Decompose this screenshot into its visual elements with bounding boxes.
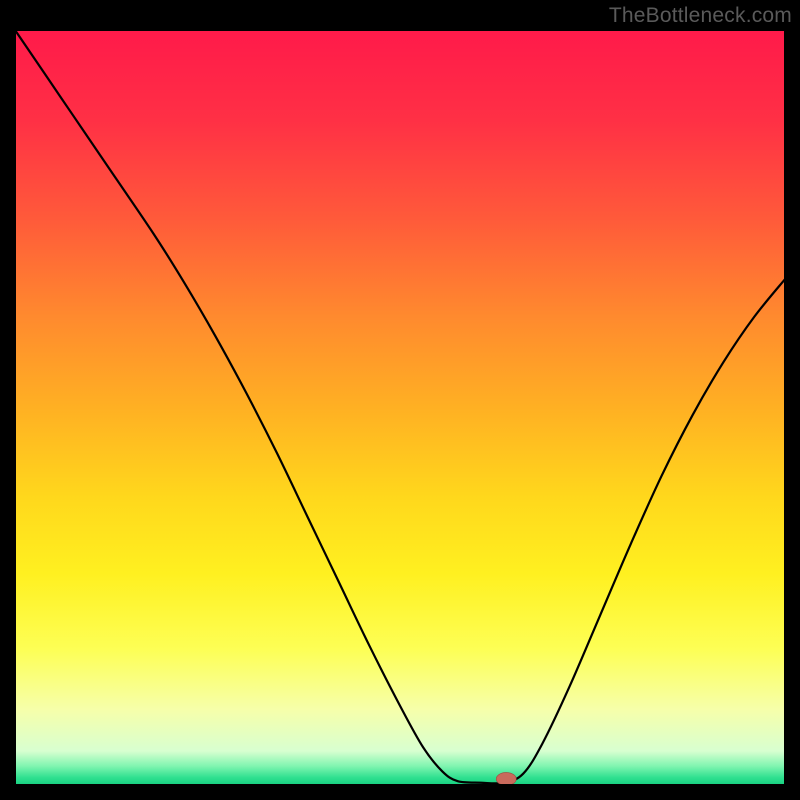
bottleneck-chart [0,0,800,800]
watermark-text: TheBottleneck.com [609,4,792,28]
plot-gradient-background [15,30,785,785]
optimal-point-marker [496,772,516,785]
chart-container: TheBottleneck.com [0,0,800,800]
